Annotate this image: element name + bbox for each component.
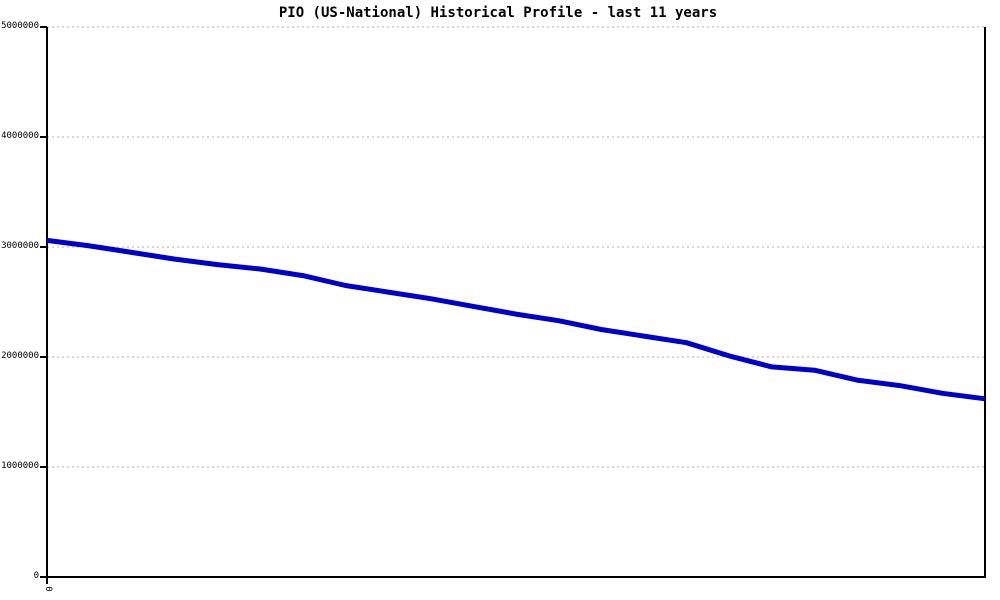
y-tick-label: 2000000 bbox=[1, 351, 39, 361]
y-tick-label: 4000000 bbox=[1, 131, 39, 141]
x-axis-tick-label: 0 bbox=[43, 586, 53, 592]
axes bbox=[46, 27, 986, 578]
y-tick-label: 1000000 bbox=[1, 461, 39, 471]
y-tick-label: 0 bbox=[33, 571, 39, 581]
axis-ticks bbox=[40, 26, 48, 584]
chart-title: PIO (US-National) Historical Profile - l… bbox=[278, 5, 718, 21]
y-tick-label: 3000000 bbox=[1, 241, 39, 251]
y-tick-label: 5000000 bbox=[1, 21, 39, 31]
gridlines bbox=[47, 26, 985, 468]
data-line-series bbox=[46, 237, 986, 402]
